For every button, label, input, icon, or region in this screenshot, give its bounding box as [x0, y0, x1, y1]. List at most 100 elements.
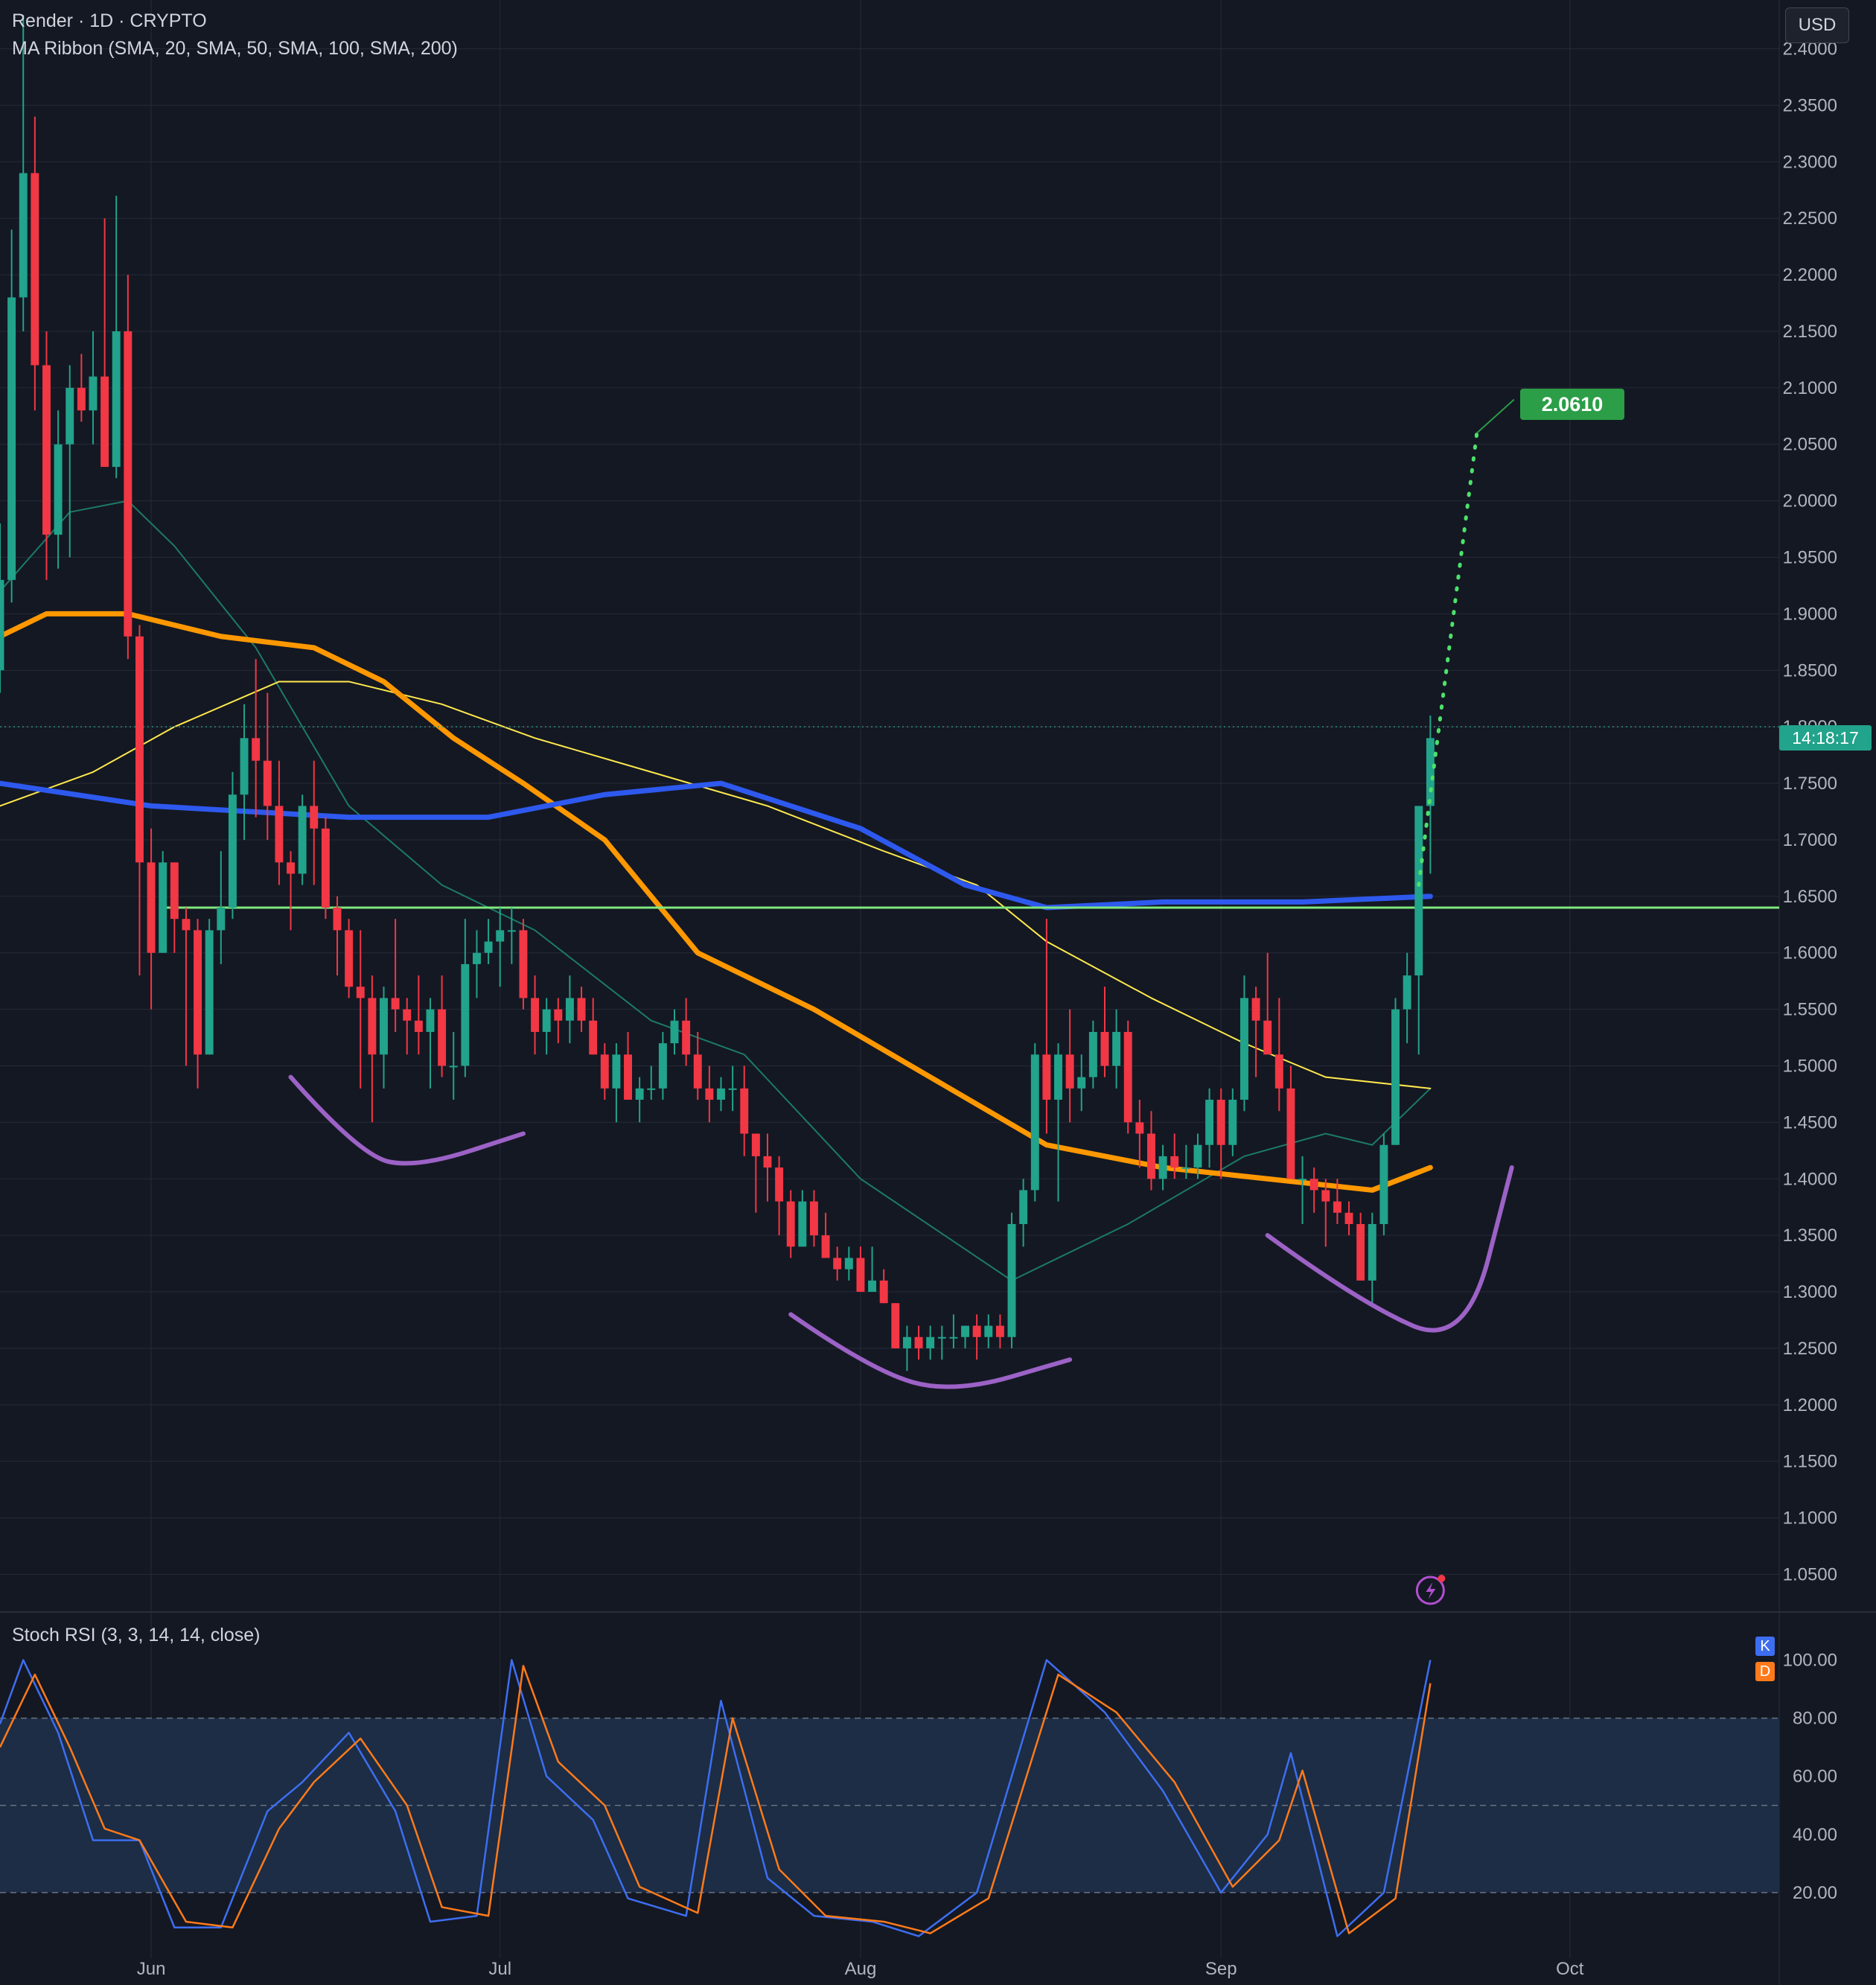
stoch-tick-label: 60.00	[1793, 1767, 1837, 1787]
support-line-group[interactable]	[0, 726, 1779, 909]
candle-body	[798, 1201, 807, 1247]
candle-body	[1309, 1179, 1318, 1191]
candle-body	[809, 1201, 818, 1236]
candle-body	[147, 862, 156, 953]
candle-body	[1170, 1156, 1179, 1168]
candle-body	[682, 1020, 691, 1055]
date-tick-label: Oct	[1556, 1959, 1584, 1979]
candle-body	[54, 444, 63, 535]
candle-body	[89, 376, 98, 411]
candle-body	[833, 1258, 842, 1269]
candle-body	[1216, 1100, 1225, 1145]
candle-body	[194, 930, 202, 1055]
candle-body	[472, 952, 481, 964]
price-tick-label: 2.1500	[1783, 322, 1837, 342]
candle-body	[19, 173, 28, 298]
candle-body	[310, 806, 319, 829]
currency-button[interactable]: USD	[1785, 7, 1849, 43]
indicator-label: MA Ribbon (SMA, 20, SMA, 50, SMA, 100, S…	[12, 38, 458, 59]
candle-body	[135, 636, 144, 863]
candle-body	[821, 1235, 830, 1258]
price-tick-label: 1.5000	[1783, 1056, 1837, 1076]
candle-body	[728, 1088, 737, 1090]
lightning-glyph	[1426, 1582, 1436, 1599]
candle-body	[1088, 1031, 1097, 1077]
candlestick-series	[0, 15, 1435, 1371]
candle-body	[100, 376, 109, 468]
candle-body	[891, 1303, 900, 1348]
candle-body	[298, 806, 307, 874]
price-tick-label: 2.3000	[1783, 152, 1837, 172]
candle-body	[1251, 998, 1260, 1021]
candle-body	[1181, 1167, 1190, 1170]
projection-line	[1417, 431, 1479, 888]
candle-body	[438, 1009, 447, 1066]
candle-body	[775, 1167, 784, 1202]
price-tick-label: 1.4000	[1783, 1169, 1837, 1189]
chart-misc	[1415, 1575, 1446, 1605]
candle-body	[740, 1088, 749, 1134]
candle-body	[345, 930, 354, 987]
price-tick-label: 1.7000	[1783, 830, 1837, 850]
annotation-curve	[788, 1312, 1073, 1389]
price-tick-label: 1.4500	[1783, 1112, 1837, 1132]
price-tick-label: 2.2500	[1783, 208, 1837, 229]
candle-body	[333, 908, 342, 931]
price-tick-label: 1.0500	[1783, 1564, 1837, 1584]
price-tick-label: 1.5500	[1783, 1000, 1837, 1020]
candle-body	[705, 1088, 714, 1100]
candle-body	[77, 387, 86, 411]
candle-body	[182, 919, 191, 931]
price-tick-label: 1.3500	[1783, 1226, 1837, 1246]
candle-body	[252, 738, 261, 761]
candle-body	[449, 1065, 458, 1068]
candle-body	[0, 579, 4, 671]
candle-body	[1333, 1201, 1341, 1213]
projection-group[interactable]	[1417, 398, 1515, 888]
candle-body	[693, 1054, 702, 1089]
candle-body	[972, 1325, 981, 1337]
candle-body	[1240, 998, 1248, 1100]
annotation-curves[interactable]	[288, 1074, 1514, 1389]
candle-body	[926, 1336, 935, 1348]
price-tick-label: 2.1000	[1783, 378, 1837, 398]
stoch-rsi-label: Stoch RSI (3, 3, 14, 14, close)	[12, 1625, 261, 1645]
candle-body	[961, 1325, 970, 1337]
date-tick-label: Jun	[137, 1959, 166, 1979]
price-tick-label: 1.2500	[1783, 1339, 1837, 1359]
candle-body	[159, 862, 168, 953]
candle-body	[519, 930, 528, 998]
stoch-rsi-lines	[0, 1659, 1432, 1937]
notification-dot	[1438, 1575, 1446, 1582]
stoch-tick-label: 20.00	[1793, 1883, 1837, 1903]
price-tick-label: 1.2000	[1783, 1395, 1837, 1415]
candle-body	[624, 1054, 632, 1100]
price-tick-label: 2.2000	[1783, 265, 1837, 285]
target-price-badge[interactable]: 2.0610	[1520, 389, 1624, 420]
candle-body	[1158, 1156, 1167, 1179]
d-legend-badge: D	[1755, 1662, 1775, 1681]
candle-body	[31, 173, 39, 366]
candle-body	[844, 1258, 853, 1269]
candle-body	[1007, 1223, 1016, 1337]
annotation-curve	[288, 1074, 526, 1166]
candle-body	[356, 987, 365, 998]
candle-body	[635, 1088, 644, 1100]
candle-body	[984, 1325, 993, 1337]
candle-body	[1065, 1054, 1074, 1089]
candle-body	[228, 794, 237, 908]
candle-body	[1205, 1100, 1214, 1145]
candle-body	[995, 1325, 1004, 1337]
candle-body	[124, 331, 133, 637]
stoch-d-line	[0, 1665, 1432, 1934]
price-tick-label: 2.0000	[1783, 491, 1837, 512]
candle-body	[856, 1258, 865, 1293]
countdown-badge: 14:18:17	[1779, 725, 1872, 751]
stoch-k-line	[0, 1659, 1432, 1937]
candle-body	[600, 1054, 609, 1089]
candle-body	[380, 998, 388, 1055]
date-tick-label: Sep	[1205, 1959, 1237, 1979]
candle-body	[240, 738, 249, 795]
sma-20-line	[0, 500, 1432, 1281]
